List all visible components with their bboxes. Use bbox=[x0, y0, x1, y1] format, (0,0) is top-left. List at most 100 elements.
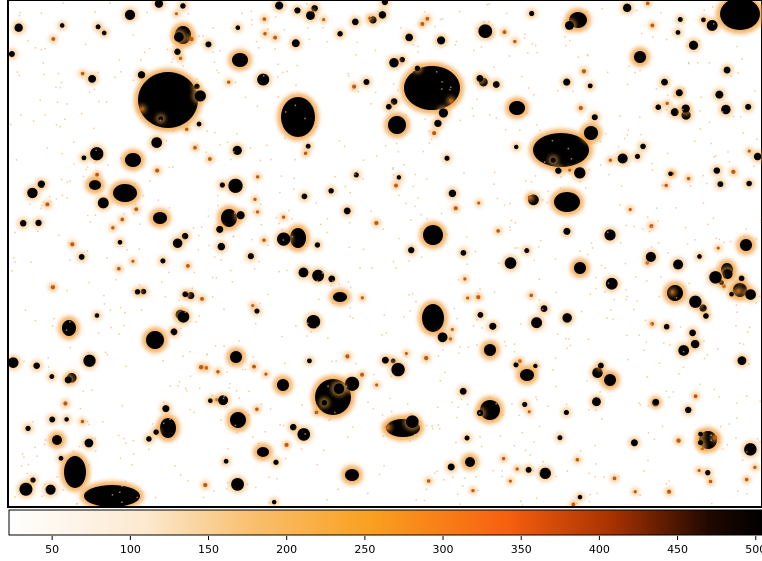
noise bbox=[250, 147, 252, 149]
noise bbox=[211, 395, 213, 397]
noise bbox=[190, 375, 192, 377]
noise bbox=[405, 203, 407, 205]
noise bbox=[488, 21, 490, 23]
noise bbox=[43, 74, 45, 76]
noise bbox=[19, 15, 21, 16]
noise bbox=[30, 262, 32, 264]
noise bbox=[236, 432, 238, 434]
noise bbox=[494, 291, 496, 293]
noise bbox=[16, 159, 17, 161]
noise bbox=[600, 141, 602, 143]
star bbox=[224, 459, 229, 464]
star bbox=[705, 470, 710, 475]
star bbox=[740, 239, 752, 251]
star bbox=[689, 296, 701, 308]
noise bbox=[398, 238, 400, 240]
star bbox=[230, 412, 246, 428]
star bbox=[282, 216, 285, 219]
star bbox=[449, 190, 456, 197]
noise bbox=[95, 11, 97, 13]
star bbox=[653, 399, 659, 405]
star bbox=[689, 41, 698, 50]
noise bbox=[373, 374, 375, 376]
star bbox=[424, 356, 428, 360]
star bbox=[698, 432, 703, 437]
star bbox=[405, 34, 413, 42]
star bbox=[477, 201, 480, 204]
noise bbox=[216, 277, 218, 279]
star bbox=[707, 20, 718, 31]
noise bbox=[476, 99, 478, 101]
star bbox=[432, 131, 436, 135]
noise bbox=[320, 224, 322, 226]
noise bbox=[179, 381, 181, 383]
noise bbox=[525, 450, 527, 452]
star bbox=[98, 198, 109, 209]
noise bbox=[393, 261, 395, 263]
star bbox=[306, 11, 315, 20]
noise bbox=[213, 490, 215, 492]
noise bbox=[395, 267, 397, 269]
star bbox=[606, 278, 618, 290]
noise bbox=[514, 351, 516, 353]
noise bbox=[317, 464, 319, 466]
noise bbox=[76, 378, 78, 380]
colorbar-tick-label: 250 bbox=[354, 543, 375, 556]
noise bbox=[481, 446, 483, 448]
noise bbox=[158, 199, 160, 201]
noise bbox=[662, 426, 664, 428]
colorbar-tick-label: 450 bbox=[667, 543, 688, 556]
star bbox=[703, 313, 709, 319]
noise bbox=[515, 361, 517, 363]
noise bbox=[64, 119, 66, 121]
noise bbox=[626, 299, 628, 301]
noise bbox=[278, 223, 280, 225]
noise bbox=[560, 176, 562, 178]
noise bbox=[334, 176, 336, 178]
noise bbox=[328, 420, 330, 422]
noise bbox=[639, 494, 641, 496]
noise bbox=[517, 247, 519, 249]
star bbox=[138, 71, 145, 78]
star bbox=[582, 69, 586, 73]
noise bbox=[595, 277, 597, 279]
noise bbox=[392, 168, 394, 170]
star bbox=[526, 467, 532, 473]
noise bbox=[736, 311, 738, 313]
star bbox=[635, 154, 640, 159]
noise bbox=[456, 41, 458, 43]
noise bbox=[703, 202, 705, 204]
noise bbox=[640, 134, 642, 136]
star bbox=[533, 133, 589, 167]
noise bbox=[431, 139, 433, 141]
star bbox=[724, 67, 731, 74]
star bbox=[153, 429, 159, 435]
noise bbox=[449, 89, 451, 91]
star bbox=[200, 297, 204, 301]
noise bbox=[35, 47, 37, 49]
star bbox=[352, 19, 359, 26]
noise bbox=[14, 496, 16, 498]
noise bbox=[306, 335, 308, 337]
noise bbox=[11, 270, 13, 272]
noise bbox=[699, 110, 701, 112]
noise bbox=[283, 239, 285, 241]
noise bbox=[756, 138, 758, 140]
star bbox=[721, 105, 730, 114]
noise bbox=[579, 250, 581, 252]
star bbox=[203, 483, 207, 487]
star bbox=[277, 379, 289, 391]
noise bbox=[595, 288, 597, 290]
noise bbox=[124, 213, 126, 215]
noise bbox=[723, 288, 725, 290]
noise bbox=[458, 352, 460, 354]
noise bbox=[49, 196, 51, 198]
noise bbox=[69, 181, 71, 183]
star bbox=[89, 180, 101, 190]
noise bbox=[742, 132, 744, 134]
noise bbox=[254, 268, 256, 270]
noise bbox=[548, 191, 550, 193]
noise bbox=[276, 478, 278, 480]
noise bbox=[472, 108, 474, 110]
noise bbox=[44, 48, 46, 50]
